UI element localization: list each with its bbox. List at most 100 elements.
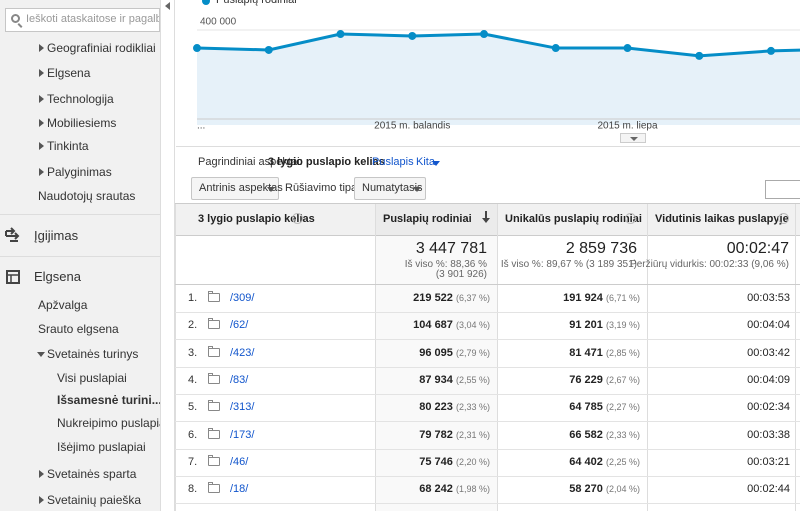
data-point	[551, 44, 560, 53]
metric-cell: 66 582 (2,33 %)	[440, 429, 640, 441]
sidebar-item[interactable]: Naudotojų srautas	[38, 189, 136, 203]
sidebar-item[interactable]: Elgsena	[34, 269, 81, 284]
sidebar-item[interactable]: Išėjimo puslapiai	[57, 440, 146, 454]
chart-area: 200 000400 000Puslapių rodiniai...2015 m…	[176, 0, 800, 146]
filter-input[interactable]	[765, 180, 800, 199]
secondary-dimension-button[interactable]: Antrinis aspektas	[191, 177, 283, 200]
row-index: 1.	[188, 292, 198, 304]
button-label: Numatytasis	[362, 182, 423, 194]
folder-icon	[208, 429, 220, 439]
metric-time: 00:03:38	[747, 428, 790, 441]
folder-tab	[208, 318, 213, 322]
column-divider	[175, 204, 176, 511]
row-index: 6.	[188, 428, 198, 441]
expand-arrow-right	[39, 142, 44, 150]
sidebar-item[interactable]: Įgijimas	[34, 228, 79, 243]
sidebar-item[interactable]: Geografiniai rodikliai	[47, 41, 156, 55]
metric-cell: 96 095 (2,79 %)	[290, 347, 490, 359]
icon-shape	[5, 227, 20, 242]
metric-time: 00:03:42	[747, 346, 790, 359]
sidebar-item[interactable]: Nukreipimo puslapiai	[57, 416, 169, 430]
aspect-link[interactable]: Kita	[416, 156, 435, 168]
row-link[interactable]: /46/	[230, 455, 249, 468]
help-icon[interactable]	[778, 213, 789, 224]
row-link[interactable]: /62/	[230, 319, 249, 332]
sidebar-item[interactable]: Svetainės turinys	[47, 347, 139, 361]
metric-time: 00:04:09	[747, 373, 790, 386]
total-base: (3 901 926)	[435, 269, 487, 280]
legend-marker	[202, 0, 210, 5]
line-chart: 200 000400 000Puslapių rodiniai...2015 m…	[193, 0, 800, 132]
sidebar-item[interactable]: Svetainių paieška	[47, 493, 142, 507]
icon	[5, 227, 20, 242]
expand-arrow-right	[39, 69, 44, 77]
sidebar-item[interactable]: Išsamesnė turini...	[57, 393, 162, 407]
folder-tab	[208, 345, 213, 349]
x-tick-label: ...	[197, 121, 205, 132]
acquisition-icon	[4, 227, 22, 245]
row-link[interactable]: /313/	[230, 401, 255, 414]
search-input[interactable]: Ieškoti ataskaitose ir pagalbos c	[5, 8, 160, 32]
sort-type-dropdown[interactable]: Numatytasis	[354, 177, 426, 200]
metric-percent: (2,55 %)	[455, 374, 490, 385]
data-point	[193, 44, 201, 53]
expand-arrow-right	[39, 44, 44, 52]
metric-cell: 75 746 (2,20 %)	[290, 456, 490, 468]
column-header[interactable]: Vidutinis laikas puslapyje	[655, 213, 789, 225]
row-link[interactable]: /423/	[230, 346, 255, 359]
metric-percent: (3,19 %)	[605, 320, 640, 331]
row-link[interactable]: /83/	[230, 373, 249, 386]
sort-label: Rūšiavimo tipas:	[285, 182, 366, 194]
icon-shape	[6, 270, 20, 284]
metric-value: 104 687	[413, 319, 453, 332]
folder-tab	[208, 427, 213, 431]
folder-icon	[208, 320, 220, 330]
x-tick-label: 2015 m. liepa	[597, 121, 657, 132]
sidebar-item[interactable]: Mobiliesiems	[47, 116, 117, 130]
sidebar-item[interactable]: Tinkinta	[47, 139, 89, 153]
column-header[interactable]: Puslapių rodiniai	[383, 213, 472, 225]
chart-resize-handle[interactable]	[620, 133, 646, 143]
total-percent: Peržiūrų vidurkis: 00:02:33 (9,06 %)	[630, 259, 789, 270]
search-icon	[11, 14, 20, 23]
row-index: 2.	[188, 319, 198, 332]
row-index: 3.	[188, 346, 198, 359]
folder-icon	[208, 293, 220, 302]
total-value: 3 447 781	[415, 240, 487, 257]
metric-value: 219 522	[413, 292, 453, 304]
sidebar-item[interactable]: Palyginimas	[47, 165, 112, 179]
sidebar-item[interactable]: Apžvalga	[38, 298, 88, 312]
sidebar-item[interactable]: Srauto elgsena	[38, 322, 119, 336]
metric-percent: (6,37 %)	[455, 293, 490, 303]
aspect-link[interactable]: Puslapis	[372, 156, 414, 168]
metric-cell: 76 229 (2,67 %)	[440, 374, 640, 386]
collapse-arrow	[165, 2, 170, 10]
sidebar-item[interactable]: Elgsena	[47, 66, 91, 80]
sidebar-item[interactable]: Svetainės sparta	[47, 467, 137, 481]
column-divider	[497, 204, 498, 511]
handle-arrow	[630, 137, 638, 141]
metric-cell: 81 471 (2,85 %)	[440, 347, 640, 359]
search-icon-handle	[17, 23, 23, 28]
column-header[interactable]: Unikalūs puslapių rodiniai	[505, 213, 642, 225]
help-icon[interactable]	[292, 213, 303, 224]
help-icon[interactable]	[625, 213, 636, 224]
metric-percent: (2,33 %)	[455, 402, 490, 413]
total-value: 2 859 736	[565, 240, 637, 257]
row-link[interactable]: /173/	[230, 428, 255, 441]
row-index: 4.	[188, 373, 198, 386]
metric-cell: 191 924 (6,71 %)	[440, 292, 640, 304]
metric-value: 58 270	[569, 483, 603, 496]
column-header[interactable]: 3 lygio puslapio kelias	[198, 213, 315, 225]
metric-percent: (2,85 %)	[605, 347, 640, 358]
total-percent: Iš viso %: 89,67 % (3 189 351)	[500, 259, 637, 270]
data-point	[623, 44, 632, 53]
row-link[interactable]: /18/	[230, 483, 249, 496]
sidebar-collapse-strip[interactable]	[160, 0, 175, 511]
search-area: Ieškoti ataskaitose ir pagalbos c	[0, 0, 160, 40]
sidebar-item[interactable]: Technologija	[47, 92, 114, 106]
row-link[interactable]: /309/	[230, 292, 255, 304]
sidebar-item[interactable]: Visi puslapiai	[57, 371, 127, 385]
folder-icon	[208, 484, 220, 494]
